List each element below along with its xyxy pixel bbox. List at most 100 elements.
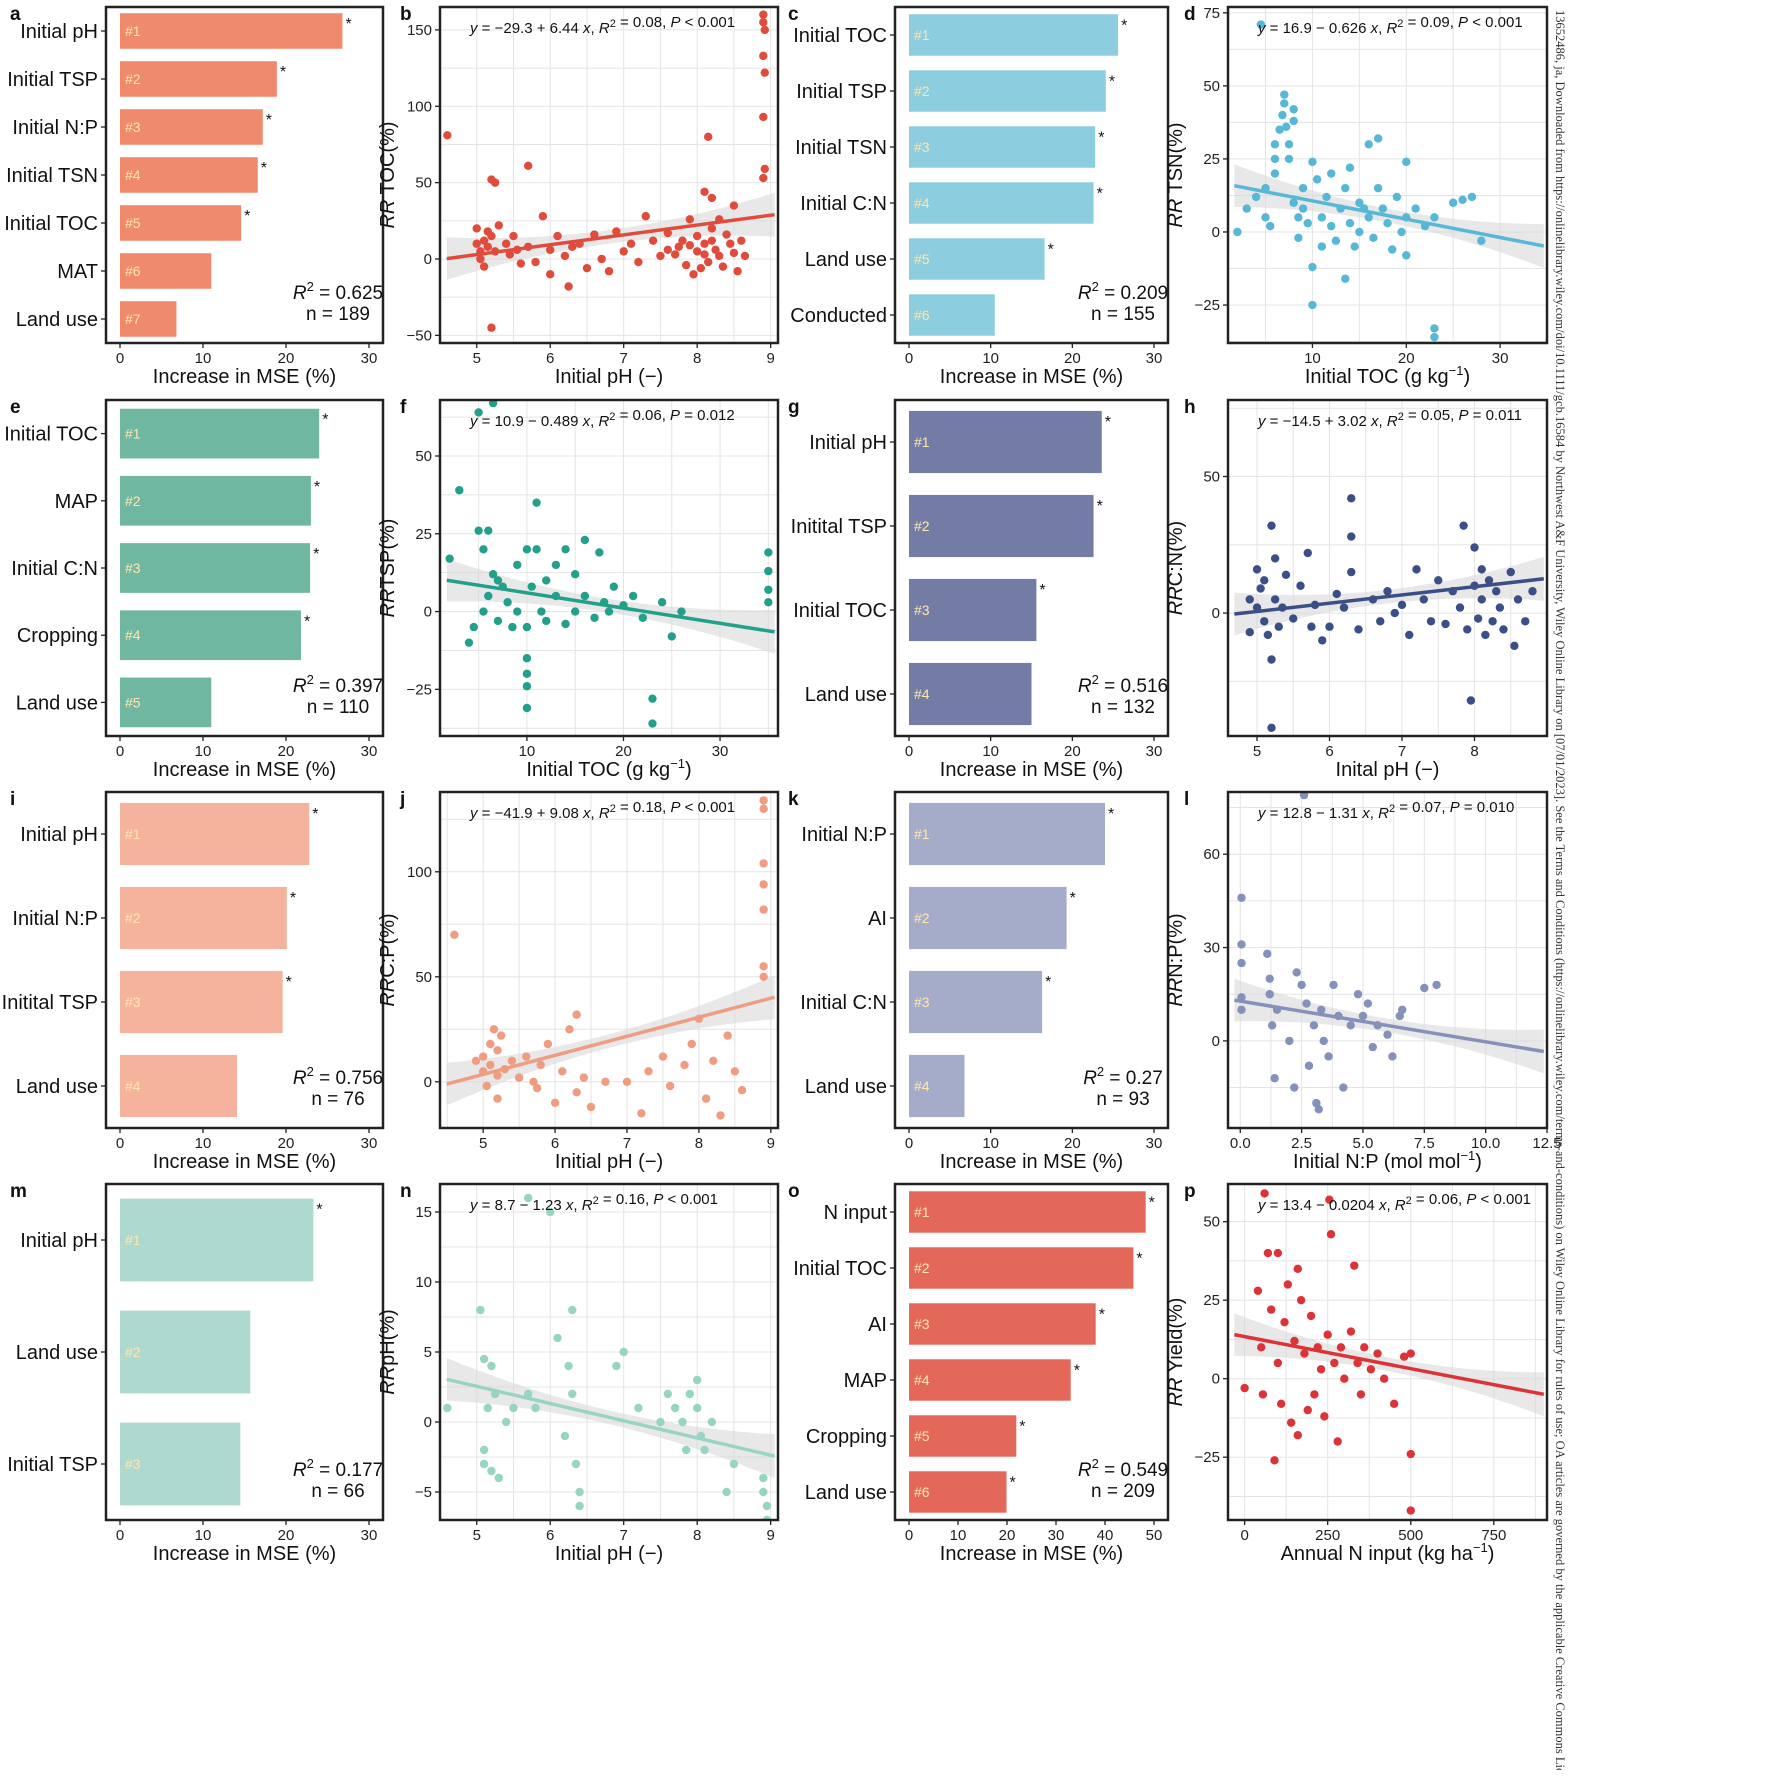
panel-label-g: g (788, 397, 800, 418)
x-tick-label-a-0: 0 (116, 350, 124, 367)
data-point-p-0 (1240, 1383, 1249, 1393)
data-point-h-34 (1405, 630, 1414, 640)
eq-text-l: = 0.010 (1460, 799, 1515, 816)
panel-c: c #1 * Initial TOC #2 * Initial TSP #3 * Initial … (788, 4, 1170, 388)
eq-r-sup-p: 2 (1406, 1195, 1412, 1207)
data-point-b-6 (479, 262, 489, 271)
x-tick-label-j-4: 9 (767, 1135, 775, 1152)
x-tick-label-o-5: 50 (1146, 1527, 1163, 1544)
eq-text-h: = −14.5 + 3.02 (1266, 413, 1372, 430)
category-label-k-1: Initial N:P (801, 824, 887, 846)
data-point-h-12 (1270, 554, 1280, 563)
eq-r-sup-b: 2 (610, 18, 616, 30)
data-point-b-41 (656, 251, 665, 261)
eq-r-f: R (598, 413, 609, 430)
r-squared-value-g: = 0.516 (1099, 676, 1168, 697)
eq-text-b: < 0.001 (680, 14, 735, 31)
data-point-n-17 (560, 1431, 570, 1441)
bar-rank-i-1: #1 (125, 826, 141, 842)
data-point-p-31 (1340, 1374, 1349, 1383)
category-label-i-2: Initial N:P (12, 908, 98, 930)
panel-label-a: a (10, 4, 21, 25)
eq-text-j: , (591, 805, 599, 822)
bar-rank-e-5: #5 (125, 694, 141, 710)
data-point-b-75 (760, 25, 769, 35)
data-point-p-32 (1346, 1327, 1356, 1336)
data-point-n-38 (722, 1487, 731, 1497)
data-point-l-18 (1309, 1021, 1319, 1030)
bar-o-2 (909, 1247, 1134, 1289)
data-point-h-56 (1506, 567, 1515, 577)
eq-text-p: = 13.4 − 0.0204 (1266, 1197, 1379, 1214)
data-point-p-42 (1406, 1349, 1415, 1358)
data-point-f-38 (580, 535, 590, 545)
data-point-j-25 (579, 1073, 589, 1082)
r-squared-i: R2 = 0.756 (293, 1064, 383, 1089)
data-point-b-79 (760, 164, 769, 174)
data-point-d-39 (1345, 219, 1355, 228)
x-axis-title-g: Increase in MSE (%) (940, 759, 1123, 781)
data-point-d-63 (1458, 195, 1467, 205)
bar-rank-g-1: #1 (914, 434, 930, 450)
category-label-c-5: Land use (805, 249, 887, 271)
panel-n: n 5 6 7 8 9 −5 0 5 10 15 Initial pH (−) RRpH(%) y = 8… (377, 1181, 780, 1565)
y-tick-label-b-0: −50 (407, 327, 432, 344)
data-point-h-45 (1470, 543, 1479, 552)
data-point-b-37 (626, 239, 636, 248)
x-tick-label-p-0: 0 (1240, 1527, 1248, 1544)
bar-m-3 (120, 1422, 241, 1506)
significance-star-e-4: * (304, 613, 310, 630)
data-point-n-18 (564, 1361, 573, 1371)
r-squared-value-m: = 0.177 (314, 1460, 383, 1481)
x-tick-label-j-1: 6 (551, 1135, 559, 1152)
data-point-p-23 (1316, 1365, 1326, 1374)
x-tick-label-g-0: 0 (905, 743, 913, 760)
eq-text-j: < 0.001 (680, 799, 735, 816)
data-point-h-42 (1459, 521, 1468, 530)
x-axis-title-end-p: ) (1488, 1543, 1495, 1565)
data-point-n-27 (656, 1417, 665, 1427)
bar-rank-o-4: #4 (914, 1372, 930, 1388)
x-axis-title-h: Inital pH (−) (1336, 759, 1440, 781)
x-axis-title-superscript-p: −1 (1473, 1540, 1488, 1555)
data-point-n-4 (479, 1459, 489, 1469)
data-point-b-29 (568, 242, 577, 251)
data-point-j-3 (478, 1052, 488, 1061)
data-point-h-41 (1455, 603, 1465, 612)
data-point-b-45 (674, 242, 684, 251)
data-point-n-41 (759, 1487, 768, 1497)
bar-e-5 (120, 677, 212, 728)
eq-text-h: = 0.011 (1468, 407, 1522, 424)
data-point-j-13 (507, 1056, 517, 1066)
sample-size-k: n = 93 (1096, 1089, 1149, 1110)
data-point-d-11 (1278, 110, 1287, 120)
data-point-h-31 (1383, 587, 1392, 596)
plot-area-j (446, 796, 776, 1120)
data-point-p-13 (1286, 1418, 1296, 1427)
x-tick-label-i-3: 30 (361, 1135, 378, 1152)
y-axis-title-text-l: N:P(%) (1165, 913, 1187, 977)
data-point-b-10 (487, 231, 496, 241)
data-point-p-4 (1260, 1189, 1269, 1198)
frame-e (104, 398, 385, 738)
data-point-f-25 (527, 582, 536, 591)
y-tick-label-n-3: 10 (415, 1274, 432, 1291)
r-squared-superscript-e: 2 (307, 672, 314, 687)
r-squared-a: R2 = 0.625 (293, 279, 383, 304)
panel-o: o #1 * N input #2 * Initial TOC #3 * AI #4 * MAP #5 * C… (788, 1181, 1170, 1565)
frame-k (893, 790, 1170, 1130)
x-tick-label-c-1: 10 (982, 350, 999, 367)
bar-m-2 (120, 1310, 251, 1394)
data-point-h-23 (1332, 589, 1341, 599)
x-tick-label-m-2: 20 (278, 1527, 295, 1544)
data-point-j-0 (450, 930, 459, 939)
regression-line-h (1234, 577, 1545, 616)
data-point-j-15 (522, 1052, 531, 1061)
eq-var-j: x (582, 805, 591, 822)
data-point-j-7 (489, 1025, 499, 1034)
data-point-d-10 (1275, 125, 1284, 134)
data-point-h-32 (1390, 608, 1399, 618)
eq-var-d: y (1257, 20, 1267, 37)
plot-area-f (445, 400, 775, 728)
sample-size-g: n = 132 (1091, 697, 1155, 718)
